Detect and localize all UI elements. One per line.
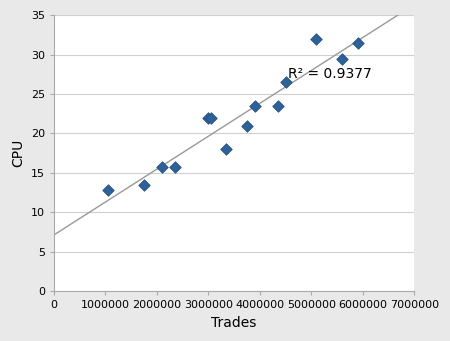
Point bbox=[171, 164, 179, 169]
Point bbox=[243, 123, 251, 128]
Point bbox=[313, 36, 320, 42]
Point bbox=[205, 115, 212, 120]
Point bbox=[251, 103, 258, 108]
Point bbox=[354, 40, 361, 45]
Point bbox=[223, 147, 230, 152]
Point bbox=[282, 79, 289, 85]
Point bbox=[158, 164, 166, 169]
Y-axis label: CPU: CPU bbox=[11, 139, 25, 167]
Point bbox=[207, 115, 215, 120]
Point bbox=[339, 56, 346, 61]
Text: R² = 0.9377: R² = 0.9377 bbox=[288, 67, 372, 81]
Point bbox=[274, 103, 281, 108]
Point bbox=[140, 182, 148, 188]
X-axis label: Trades: Trades bbox=[212, 316, 257, 330]
Point bbox=[104, 188, 112, 193]
